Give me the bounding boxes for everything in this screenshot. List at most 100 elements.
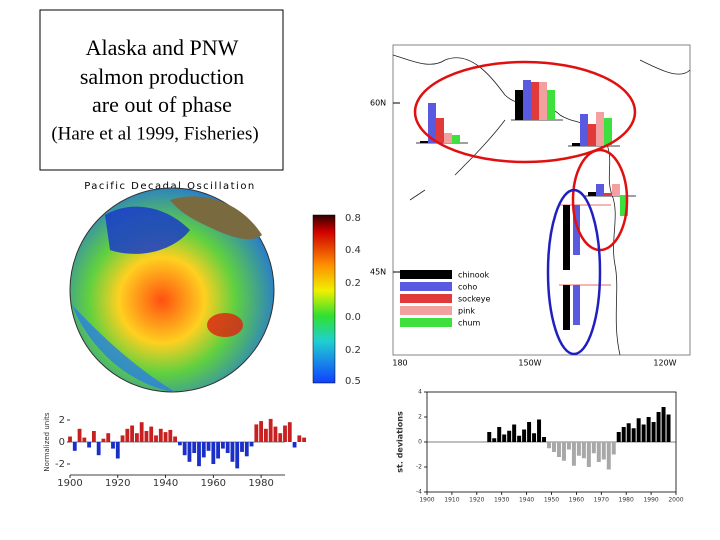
- x-tick-label: 1960: [569, 497, 584, 504]
- index-bar: [621, 427, 626, 442]
- index-bar: [192, 442, 197, 453]
- index-bar: [527, 422, 532, 442]
- index-bar: [259, 421, 264, 442]
- y-tick-label: -2: [416, 464, 422, 471]
- index-bar: [571, 442, 576, 466]
- legend-swatch: [400, 282, 452, 291]
- legend-label: coho: [458, 283, 477, 292]
- legend-swatch: [400, 294, 452, 303]
- species-bar: [580, 114, 588, 146]
- index-bar: [507, 430, 512, 442]
- index-bar: [561, 442, 566, 461]
- coastline: [409, 59, 691, 201]
- index-bar: [502, 434, 507, 442]
- index-bar: [283, 425, 287, 442]
- index-bar: [606, 442, 611, 470]
- x-tick-label: 1990: [643, 497, 658, 504]
- y-axis-label: Normalized units: [43, 412, 51, 471]
- index-bar: [96, 442, 101, 456]
- legend-label: chum: [458, 319, 481, 328]
- index-bar: [244, 442, 249, 457]
- index-bar: [636, 418, 641, 442]
- index-bar: [547, 442, 552, 449]
- title-line: are out of phase: [92, 92, 232, 117]
- legend-label: chinook: [458, 271, 490, 280]
- colorbar-label: 0.4: [345, 245, 361, 256]
- index-bar: [163, 432, 168, 442]
- index-bar: [497, 427, 502, 442]
- index-bar: [586, 442, 591, 467]
- index-bar: [278, 433, 283, 442]
- y-tick-label: -4: [416, 489, 422, 496]
- index-bar: [522, 429, 527, 442]
- index-bar: [666, 414, 671, 442]
- index-bar: [230, 442, 235, 462]
- globe-land: [170, 196, 262, 240]
- index-bar: [206, 442, 211, 451]
- index-bar: [626, 423, 631, 442]
- x-tick-label: 1970: [594, 497, 609, 504]
- index-bar: [631, 428, 636, 442]
- index-bar: [134, 433, 139, 442]
- x-tick-label: 1930: [494, 497, 509, 504]
- index-bar: [512, 424, 517, 442]
- x-tick-label: 1910: [444, 497, 459, 504]
- legend-swatch: [400, 318, 452, 327]
- globe-warm-region: [207, 313, 243, 337]
- species-bar: [436, 118, 444, 143]
- title-box: [39, 9, 284, 171]
- index-bar: [601, 442, 606, 460]
- x-tick-label: 1950: [544, 497, 559, 504]
- index-bar: [551, 442, 556, 452]
- colorbar-label: 0.2: [345, 278, 361, 289]
- index-bar: [91, 431, 96, 442]
- citation: (Hare et al 1999, Fisheries): [51, 123, 258, 144]
- index-bar: [182, 442, 187, 456]
- species-bar: [604, 118, 612, 146]
- index-bar: [492, 438, 497, 442]
- index-bar: [72, 442, 77, 451]
- index-bar: [201, 442, 206, 458]
- index-bar: [225, 442, 230, 453]
- index-bar: [581, 442, 586, 459]
- colorbar: [312, 214, 336, 384]
- x-tick-label: 1900: [419, 497, 434, 504]
- lat-label: 45N: [370, 268, 386, 277]
- index-bar: [273, 426, 278, 442]
- index-bar: [177, 442, 182, 446]
- legend-swatch: [400, 306, 452, 315]
- index-bar: [651, 422, 656, 442]
- x-tick-label: 1980: [248, 478, 273, 489]
- globe-cool-region: [105, 206, 190, 254]
- x-tick-label: 1960: [201, 478, 226, 489]
- index-bar: [87, 442, 92, 448]
- index-bar: [302, 437, 307, 442]
- index-bar: [263, 428, 268, 442]
- y-tick-label: 4: [418, 389, 422, 396]
- species-bar: [588, 192, 596, 196]
- colorbar-label: 0.8: [345, 213, 361, 224]
- index-bar: [240, 442, 244, 452]
- highlight-ellipse: [413, 60, 637, 164]
- index-bar: [537, 419, 542, 442]
- colorbar-label: 0.5: [345, 376, 361, 387]
- legend-swatch: [400, 270, 452, 279]
- index-bar: [211, 442, 216, 464]
- y-tick-label: -2: [55, 459, 65, 470]
- index-bar: [154, 435, 158, 442]
- y-tick-label: 0: [418, 439, 422, 446]
- index-bar: [130, 425, 135, 442]
- species-bar: [596, 184, 604, 196]
- index-bar: [268, 418, 273, 442]
- index-bar: [235, 442, 240, 469]
- index-bar: [106, 433, 111, 442]
- index-bar: [101, 438, 106, 442]
- index-bar: [144, 431, 149, 442]
- index-bar: [292, 442, 297, 448]
- index-bar: [197, 442, 201, 467]
- pdo-map-title: Pacific Decadal Oscillation: [84, 181, 256, 192]
- lat-label: 60N: [370, 99, 386, 108]
- species-bar: [563, 205, 570, 270]
- species-bar: [444, 133, 452, 143]
